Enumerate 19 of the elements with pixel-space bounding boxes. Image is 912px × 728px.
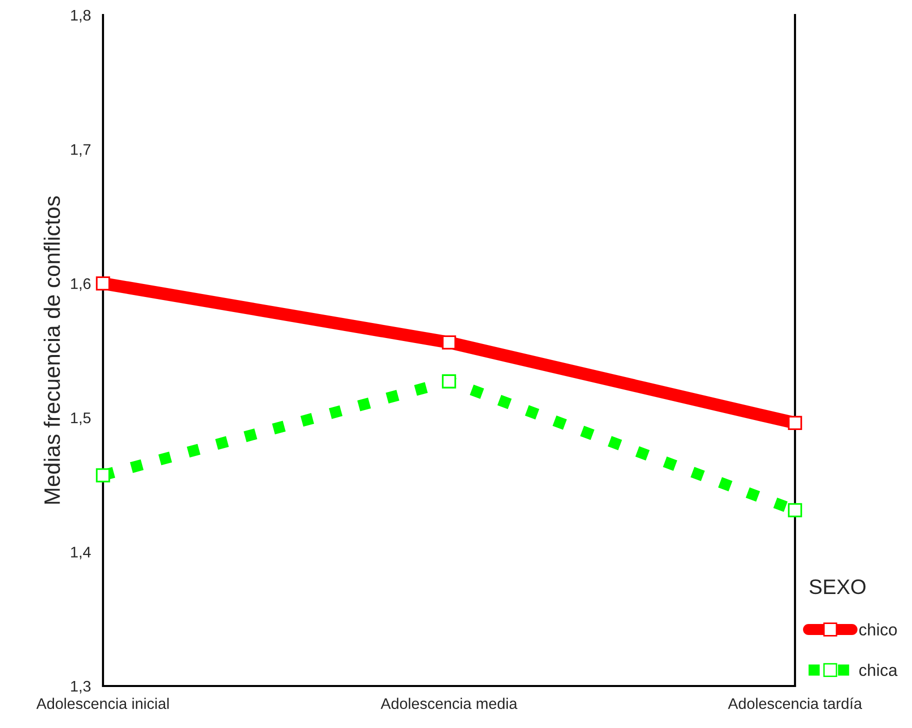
point (96, 276, 110, 290)
legend-label: chico (859, 623, 897, 636)
legend-title: SEXO (810, 579, 866, 594)
point (96, 468, 110, 482)
y-tick-label: 1,6 (71, 278, 91, 291)
point (442, 374, 456, 388)
x-tick-label: Adolescencia tardía (728, 698, 862, 710)
x-tick-label: Adolescencia inicial (36, 698, 169, 710)
legend-label: chica (859, 664, 898, 676)
point (788, 416, 802, 430)
point (788, 503, 802, 518)
y-tick-label: 1,4 (71, 546, 91, 560)
point (442, 335, 456, 350)
x-tick-label: Adolescencia media (380, 698, 518, 710)
y-tick-label: 1,3 (71, 680, 91, 694)
y-tick-label: 1,8 (71, 10, 91, 22)
y-tick-label: 1,7 (71, 144, 90, 157)
y-tick-label: 1,5 (71, 412, 91, 426)
y-axis-title: Medias frecuencia de conflictos (44, 196, 60, 504)
